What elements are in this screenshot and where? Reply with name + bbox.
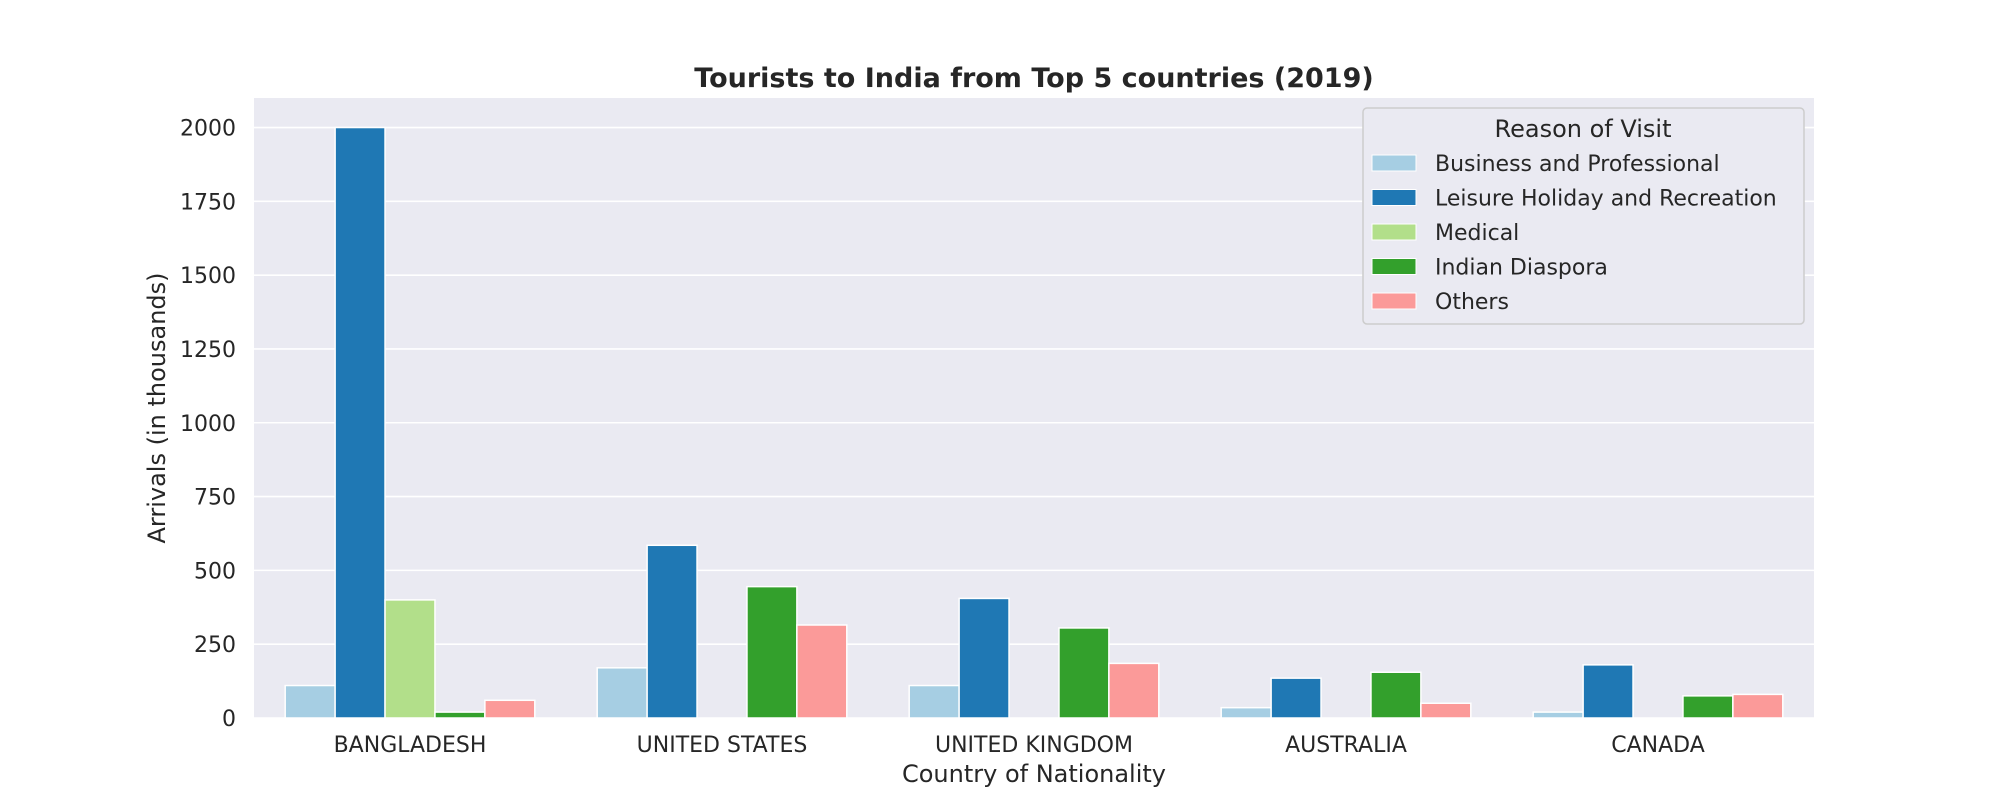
bar: [1270, 677, 1322, 719]
legend-label: Business and Professional: [1435, 152, 1720, 177]
y-tick-label: 0: [222, 707, 236, 732]
legend-title: Reason of Visit: [1495, 115, 1672, 143]
bar: [796, 624, 848, 719]
bar: [334, 126, 386, 719]
bar: [746, 585, 798, 719]
bar: [1682, 695, 1734, 719]
y-tick-label: 750: [194, 486, 236, 511]
bar: [1058, 627, 1110, 719]
bar: [484, 699, 536, 719]
bar: [1420, 702, 1472, 719]
bar: [1582, 664, 1634, 719]
x-tick-label: BANGLADESH: [334, 733, 487, 758]
legend-swatch: [1371, 154, 1417, 172]
bar: [1108, 662, 1160, 719]
x-tick-label: CANADA: [1611, 733, 1705, 758]
chart-title: Tourists to India from Top 5 countries (…: [694, 63, 1373, 94]
bar: [958, 597, 1010, 719]
y-tick-label: 500: [194, 559, 236, 584]
x-tick-label: AUSTRALIA: [1285, 733, 1407, 758]
y-axis-label: Arrivals (in thousands): [143, 272, 171, 543]
y-tick-label: 1250: [180, 338, 236, 363]
bar: [1532, 711, 1584, 719]
legend-swatch: [1371, 258, 1417, 275]
bars: [284, 126, 1784, 719]
legend-label: Others: [1435, 290, 1509, 315]
legend-items: Business and Professional Leisure Holiday…: [1371, 152, 1777, 315]
bar: [908, 684, 960, 719]
legend-swatch: [1371, 292, 1417, 310]
x-tick-label: UNITED STATES: [637, 733, 808, 758]
bar: [434, 711, 486, 719]
bar: [596, 667, 648, 719]
bar: [1370, 671, 1422, 719]
x-axis-label: Country of Nationality: [902, 760, 1166, 788]
legend-frame: [1362, 107, 1805, 325]
y-tick-label: 250: [194, 633, 236, 658]
y-tick-label: 1000: [180, 412, 236, 437]
legend-label: Medical: [1435, 221, 1519, 246]
y-tick-label: 2000: [180, 117, 236, 142]
bar: [1220, 706, 1272, 719]
x-tick-label: UNITED KINGDOM: [935, 733, 1133, 758]
y-tick-labels: 0 250 500 750 1000 1250 1500 1750 2000: [180, 117, 236, 732]
y-tick-label: 1500: [180, 264, 236, 289]
legend-label: Leisure Holiday and Recreation: [1435, 187, 1777, 212]
legend: Reason of Visit Business and Professiona…: [1362, 107, 1805, 325]
bar: [646, 544, 698, 719]
bar: [1732, 693, 1784, 719]
x-tick-labels: BANGLADESH UNITED STATES UNITED KINGDOM AUS…: [334, 733, 1705, 758]
bar: [384, 599, 436, 719]
y-tick-label: 1750: [180, 190, 236, 215]
legend-swatch: [1371, 223, 1417, 241]
legend-label: Indian Diaspora: [1435, 256, 1608, 281]
bar: [284, 684, 336, 719]
legend-swatch: [1371, 189, 1417, 206]
